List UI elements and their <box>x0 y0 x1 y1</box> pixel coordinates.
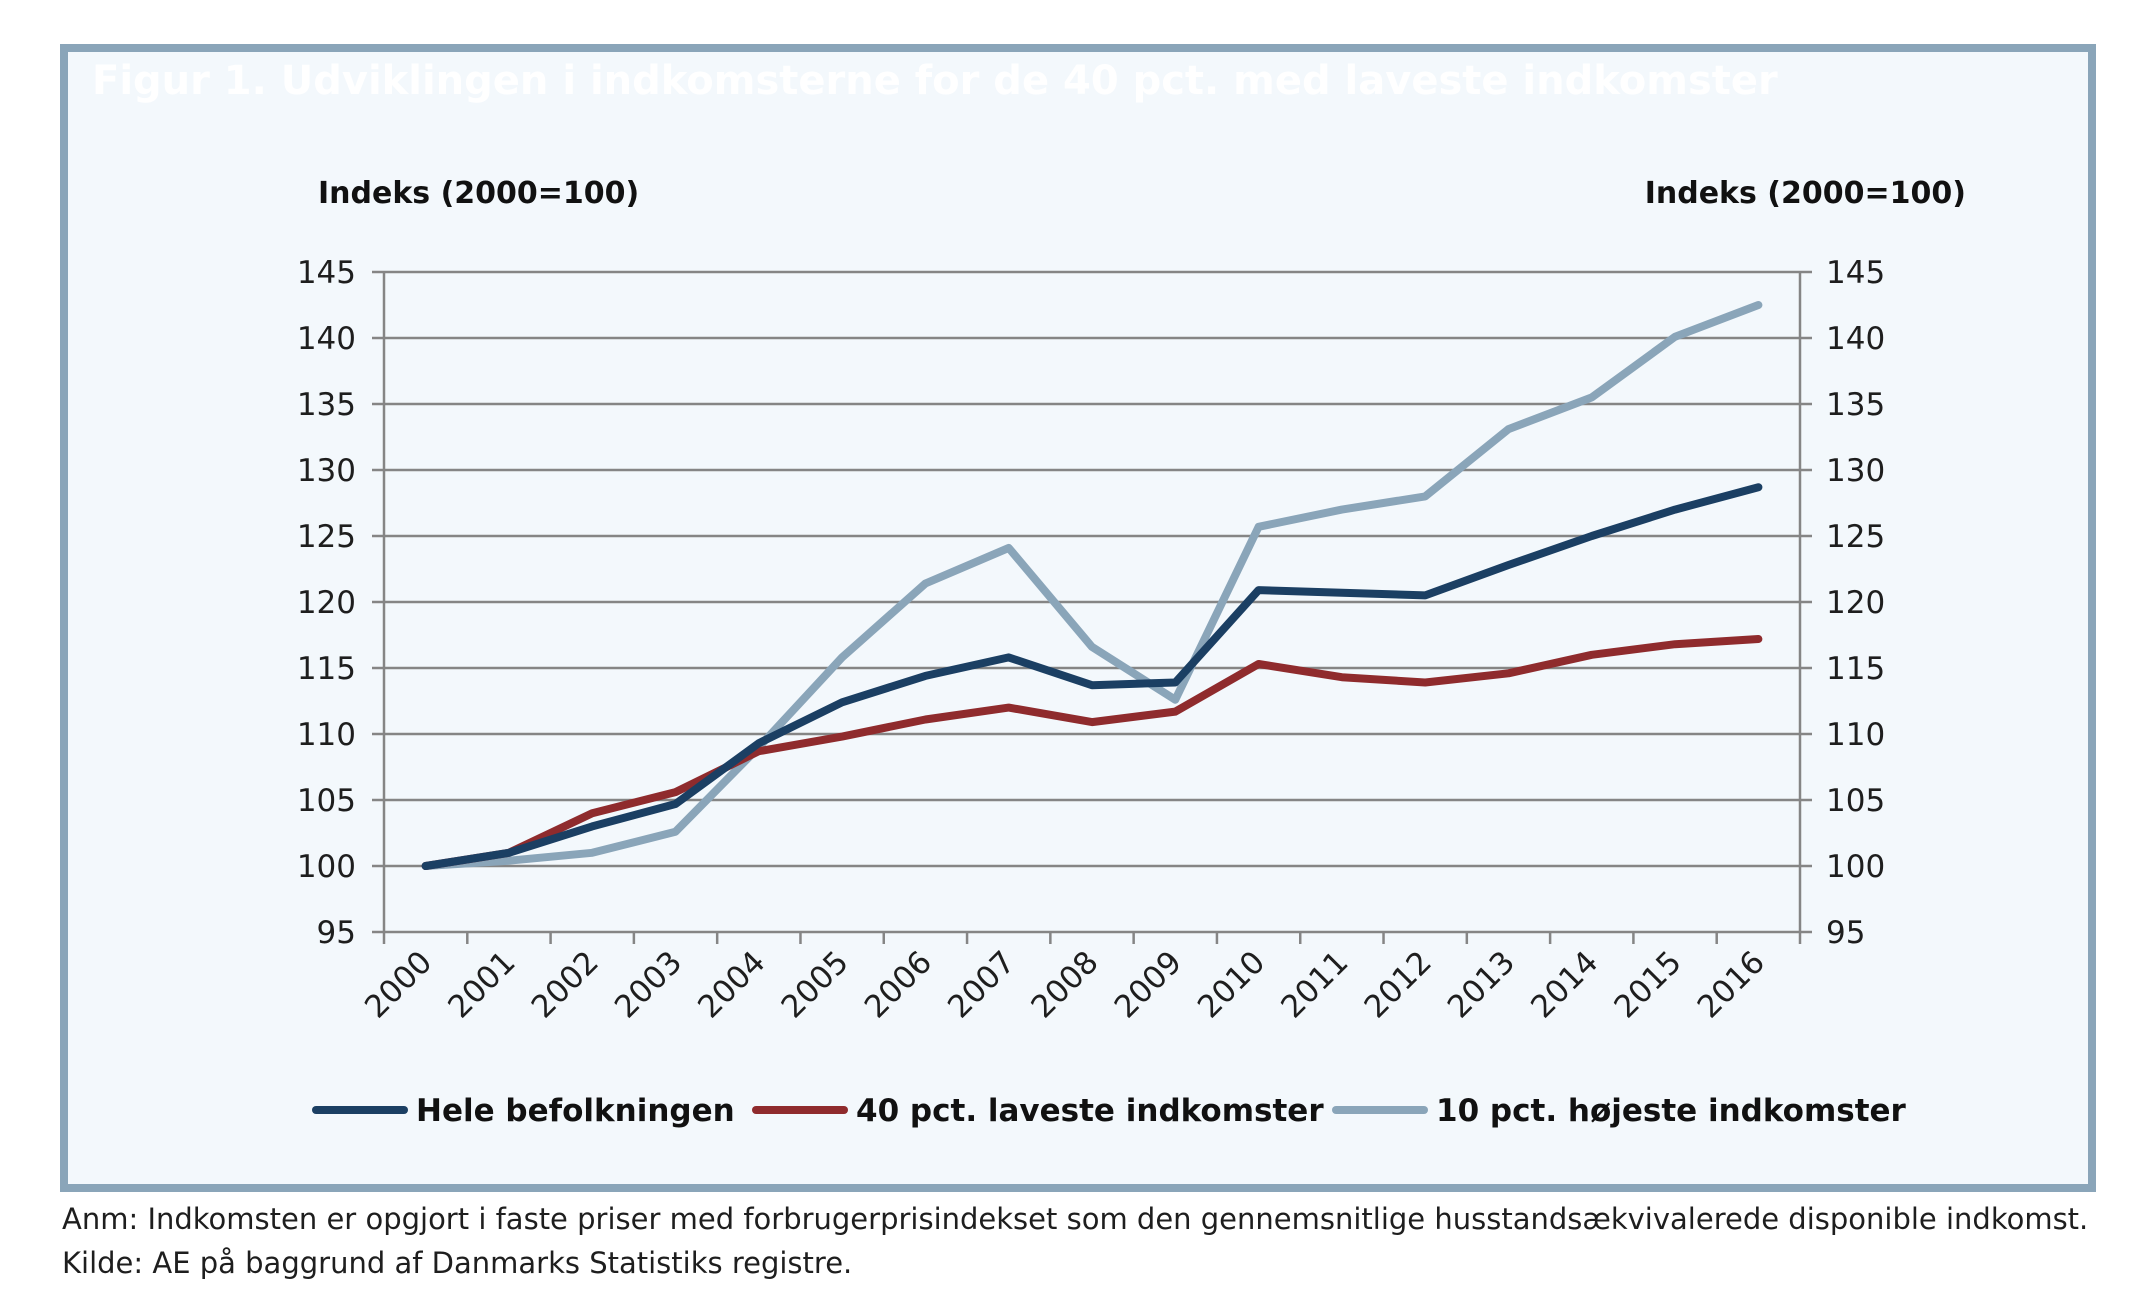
series-line-3 <box>421 301 1763 870</box>
y-tick-label-left: 115 <box>297 651 356 687</box>
x-tick-label: 2001 <box>441 944 522 1025</box>
chart-frame <box>60 44 2096 1192</box>
tick-labels: 95 95 100 100 105 105 110 110 115 115 120 120 125 125… <box>297 176 1966 1025</box>
x-tick-label: 2010 <box>1191 944 1272 1025</box>
y-tick-label-right: 95 <box>1826 915 1865 951</box>
y-tick-label-left: 125 <box>297 519 356 555</box>
y-tick-label-left: 145 <box>297 255 356 291</box>
x-tick-label: 2013 <box>1441 944 1522 1025</box>
x-tick-label: 2009 <box>1108 944 1189 1025</box>
legend-label-2: 40 pct. laveste indkomster <box>856 1093 1324 1129</box>
x-tick-label: 2011 <box>1274 944 1355 1025</box>
y-tick-label-right: 115 <box>1826 651 1885 687</box>
x-tick-label: 2005 <box>775 944 856 1025</box>
y-tick-label-left: 135 <box>297 387 356 423</box>
x-tick-label: 2016 <box>1691 944 1772 1025</box>
series-line-2 <box>421 635 1763 870</box>
series-lines <box>421 301 1763 870</box>
x-tick-label: 2015 <box>1607 944 1688 1025</box>
y-tick-label-right: 120 <box>1826 585 1885 621</box>
series-line-1 <box>421 483 1763 870</box>
x-tick-label: 2004 <box>691 944 772 1025</box>
legend-label-3: 10 pct. højeste indkomster <box>1436 1093 1907 1129</box>
y-tick-label-right: 140 <box>1826 321 1885 357</box>
legend-label-1: Hele befolkningen <box>416 1093 735 1129</box>
x-tick-label: 2000 <box>358 944 439 1025</box>
y-tick-label-right: 105 <box>1826 783 1885 819</box>
y-tick-label-left: 105 <box>297 783 356 819</box>
axes <box>372 270 1812 944</box>
chart-note: Anm: Indkomsten er opgjort i faste prise… <box>62 1202 2089 1236</box>
x-tick-label: 2002 <box>525 944 606 1025</box>
y-tick-label-right: 125 <box>1826 519 1885 555</box>
y-tick-label-right: 145 <box>1826 255 1885 291</box>
figure-title: Figur 1. Udviklingen i indkomsterne for … <box>92 58 1778 104</box>
x-tick-label: 2008 <box>1024 944 1105 1025</box>
y-axis-title-right: Indeks (2000=100) <box>1645 176 1966 211</box>
y-tick-label-right: 110 <box>1826 717 1885 753</box>
chart-source: Kilde: AE på baggrund af Danmarks Statis… <box>62 1246 853 1280</box>
x-tick-label: 2012 <box>1358 944 1439 1025</box>
x-tick-label: 2014 <box>1524 944 1605 1025</box>
y-tick-label-right: 130 <box>1826 453 1885 489</box>
y-tick-label-left: 110 <box>297 717 356 753</box>
legend: Hele befolkningen 40 pct. laveste indkoms… <box>312 1093 1907 1129</box>
x-tick-label: 2007 <box>941 944 1022 1025</box>
x-tick-label: 2003 <box>608 944 689 1025</box>
y-tick-label-right: 135 <box>1826 387 1885 423</box>
y-tick-label-left: 120 <box>297 585 356 621</box>
y-tick-label-left: 95 <box>317 915 356 951</box>
y-axis-title-left: Indeks (2000=100) <box>318 176 639 211</box>
y-tick-label-left: 100 <box>297 849 356 885</box>
y-tick-label-left: 140 <box>297 321 356 357</box>
x-tick-label: 2006 <box>858 944 939 1025</box>
y-tick-label-left: 130 <box>297 453 356 489</box>
grid-lines <box>384 270 1800 868</box>
y-tick-label-right: 100 <box>1826 849 1885 885</box>
